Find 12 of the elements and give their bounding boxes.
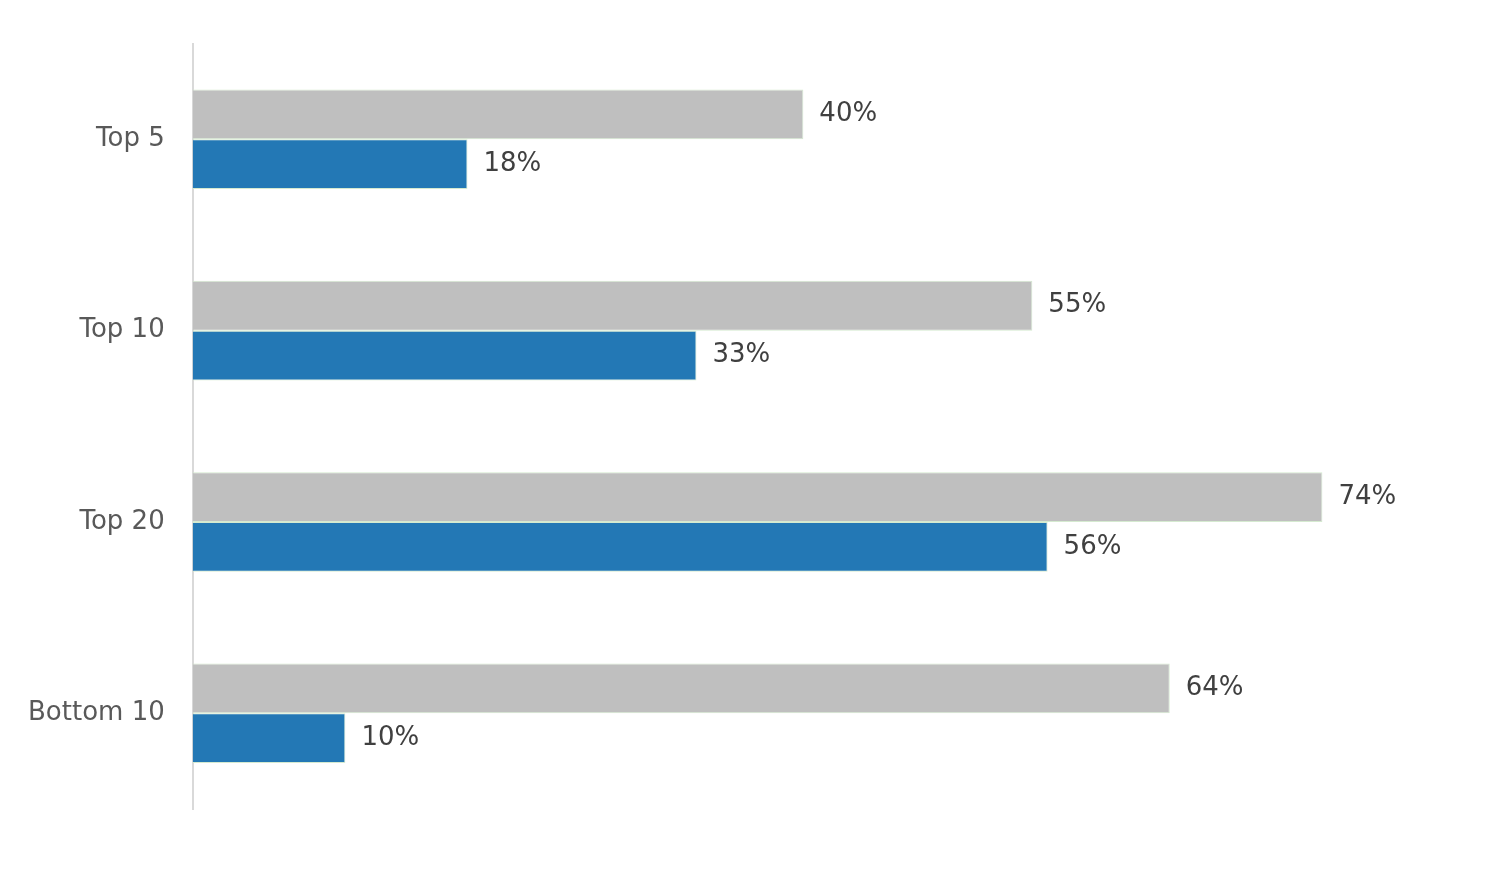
y-tick-label: Top 5 [95,122,165,153]
y-tick-label: Bottom 10 [28,696,165,727]
data-label: 64% [1185,671,1244,702]
data-label: 10% [361,720,420,751]
data-label: 74% [1338,479,1397,510]
data-label: 56% [1063,529,1122,560]
y-tick-label: Top 20 [78,504,165,535]
y-tick-label: Top 10 [78,313,165,344]
data-label: 55% [1048,288,1107,319]
data-label: 18% [483,146,542,177]
data-label: 40% [819,97,878,128]
data-label: 33% [712,338,771,369]
